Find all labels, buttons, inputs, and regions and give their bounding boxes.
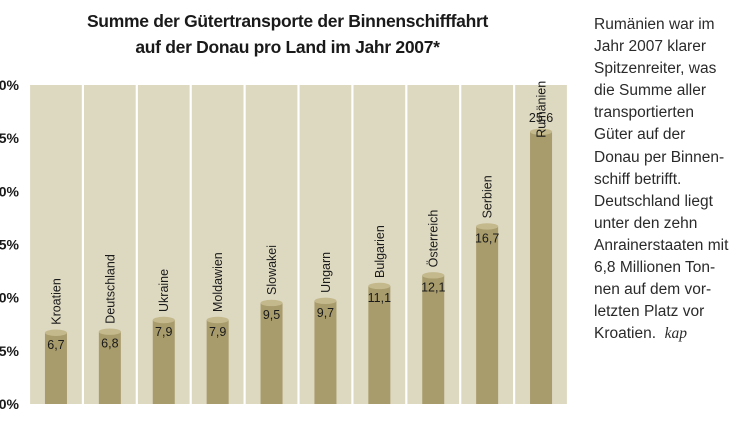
- y-tick-label: 0%: [0, 290, 20, 306]
- y-tick-label: 5%: [0, 343, 20, 359]
- bar-cap: [368, 282, 391, 290]
- side-text-line: transportierten: [594, 104, 694, 122]
- side-text-line: Deutschland liegt: [594, 192, 713, 210]
- bar: [206, 319, 229, 404]
- bar-cap: [44, 329, 67, 336]
- y-tick-label: 0%: [0, 77, 20, 93]
- side-text-line: die Summe aller: [594, 82, 706, 100]
- category-label: Ungarn: [319, 252, 333, 293]
- side-text-line: Güter auf der: [594, 126, 686, 144]
- side-text-line: Kroatien. kap: [594, 323, 750, 345]
- chart-title-line-1: Summe der Gütertransporte der Binnenschi…: [86, 11, 489, 31]
- side-text: Rumänien war im Jahr 2007 klarer Spitzen…: [594, 14, 750, 345]
- bar-value-label: 7,9: [155, 325, 172, 339]
- side-text-line: Jahr 2007 klarer: [594, 38, 707, 56]
- side-text-line: Donau per Binnen-: [594, 148, 725, 166]
- category-label: Österreich: [427, 210, 441, 268]
- side-text-line: letzten Platz vor: [594, 303, 705, 321]
- bar-value-label: 12,1: [421, 280, 445, 294]
- bar-value-label: 7,9: [209, 325, 226, 339]
- bar-value-label: 25,6: [529, 111, 553, 125]
- bar: [530, 131, 553, 404]
- bar: [152, 319, 175, 404]
- category-label: Moldawien: [211, 252, 225, 312]
- bar-cap: [476, 223, 499, 230]
- side-text-line: unter den zehn: [594, 214, 698, 232]
- bar-cap: [530, 128, 553, 135]
- y-tick-label: 0%: [0, 183, 20, 199]
- bar: [44, 332, 67, 404]
- side-text-line: Anrainerstaaten mit: [594, 236, 729, 254]
- bar-cap: [314, 297, 337, 305]
- y-tick-label: 5%: [0, 237, 20, 253]
- y-tick-label: 0%: [0, 396, 20, 412]
- bar: [476, 226, 499, 404]
- bar-cap: [206, 316, 229, 324]
- side-text-line: Spitzenreiter, was: [594, 60, 717, 78]
- category-label: Ukraine: [157, 269, 171, 312]
- category-label: Kroatien: [49, 278, 63, 325]
- bar-value-label: 9,5: [263, 308, 280, 322]
- side-text-line: Rumänien war im: [594, 16, 715, 33]
- bar: [368, 285, 391, 404]
- chart-title: Summe der Gütertransporte der Binnenschi…: [0, 8, 575, 60]
- bar-cap: [260, 299, 283, 307]
- bar-value-label: 6,8: [101, 337, 118, 351]
- bar-cap: [422, 272, 445, 279]
- bar: [422, 275, 445, 404]
- category-label: Serbien: [481, 175, 495, 218]
- category-label: Deutschland: [103, 254, 117, 324]
- category-label: Bulgarien: [373, 225, 387, 278]
- category-label: Slowakei: [265, 245, 279, 295]
- bar-cap: [152, 316, 175, 324]
- bar-value-label: 11,1: [368, 291, 391, 305]
- side-text-line: 6,8 Millionen Ton-: [594, 259, 716, 277]
- bar-value-label: 16,7: [475, 231, 499, 245]
- bar-cap: [98, 328, 121, 335]
- bar-value-label: 9,7: [317, 306, 334, 320]
- side-text-line: schiff betrifft.: [594, 170, 682, 188]
- y-tick-label: 5%: [0, 130, 20, 146]
- bar: [98, 331, 121, 404]
- chart-title-line-2: auf der Donau pro Land im Jahr 2007*: [135, 37, 440, 57]
- bar-value-label: 6,7: [47, 338, 64, 352]
- side-text-last-line: Kroatien.: [594, 325, 657, 343]
- author-signature: kap: [664, 325, 688, 343]
- side-text-line: nen auf dem vor-: [594, 281, 712, 299]
- category-label: Rumänien: [535, 81, 549, 138]
- bar: [260, 302, 283, 404]
- bar: [314, 300, 337, 404]
